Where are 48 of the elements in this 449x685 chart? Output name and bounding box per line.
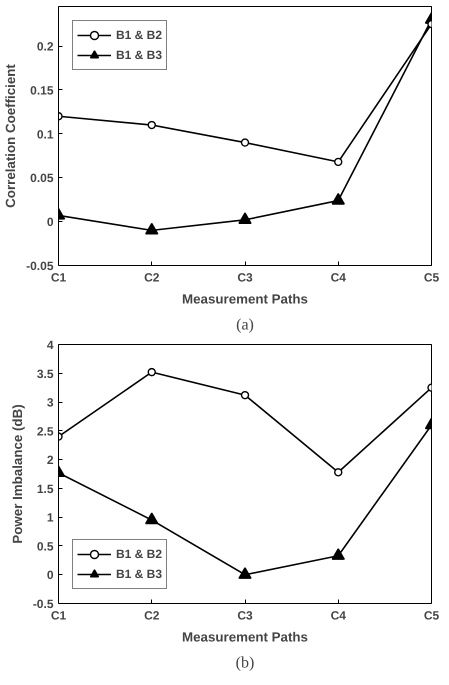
legend-label: B1 & B2 — [116, 547, 162, 561]
x-tick-label: C4 — [330, 270, 346, 284]
y-tick-label: 1 — [46, 510, 54, 525]
legend-label: B1 & B3 — [116, 567, 162, 581]
y-axis-title: Power Imbalance (dB) — [10, 404, 25, 544]
point — [334, 158, 342, 166]
y-tick-label: -0.05 — [26, 259, 54, 273]
point — [148, 368, 156, 376]
legend-label: B1 & B2 — [116, 28, 162, 42]
x-tick-label: C5 — [424, 608, 440, 622]
x-tick-label: C1 — [50, 270, 66, 284]
point — [145, 512, 158, 524]
y-tick-label: 0 — [46, 215, 54, 230]
y-tick-label: 2 — [46, 453, 54, 468]
y-tick-label: 3.5 — [36, 366, 54, 381]
x-tick-label: C1 — [50, 608, 66, 622]
x-tick-label: C3 — [237, 270, 253, 284]
y-tick-label: 3 — [46, 396, 54, 410]
y-tick-label: 0.2 — [36, 40, 54, 54]
y-tick-label: 2.5 — [36, 424, 54, 438]
x-axis-title: Measurement Paths — [182, 292, 308, 306]
point — [332, 548, 345, 560]
y-tick-label: 0 — [46, 568, 54, 582]
point — [238, 567, 252, 579]
x-tick-label: C4 — [330, 608, 346, 622]
y-tick-label: 0.1 — [36, 127, 54, 142]
point — [334, 468, 342, 476]
y-tick-label: 0.5 — [36, 539, 54, 554]
y-axis-title: Correlation Coefficient — [3, 64, 18, 208]
text: (a) — [236, 316, 254, 334]
y-tick-label: 1.5 — [36, 482, 54, 496]
point — [238, 212, 252, 224]
x-tick-label: C3 — [237, 608, 253, 622]
y-tick-label: 0.15 — [30, 83, 54, 98]
point — [332, 192, 345, 205]
x-axis-title: Measurement Paths — [182, 630, 308, 644]
y-tick-label: -0.5 — [32, 597, 54, 611]
y-tick-label: 0.05 — [30, 171, 54, 186]
x-tick-label: C2 — [144, 608, 160, 622]
point — [240, 138, 250, 147]
text: (b) — [236, 654, 254, 672]
y-tick-label: 4 — [46, 338, 54, 352]
x-tick-label: C2 — [144, 270, 160, 284]
legend-label: B1 & B3 — [116, 48, 162, 62]
point — [240, 390, 250, 400]
x-tick-label: C5 — [424, 270, 440, 284]
point — [148, 120, 156, 130]
point — [145, 222, 158, 235]
